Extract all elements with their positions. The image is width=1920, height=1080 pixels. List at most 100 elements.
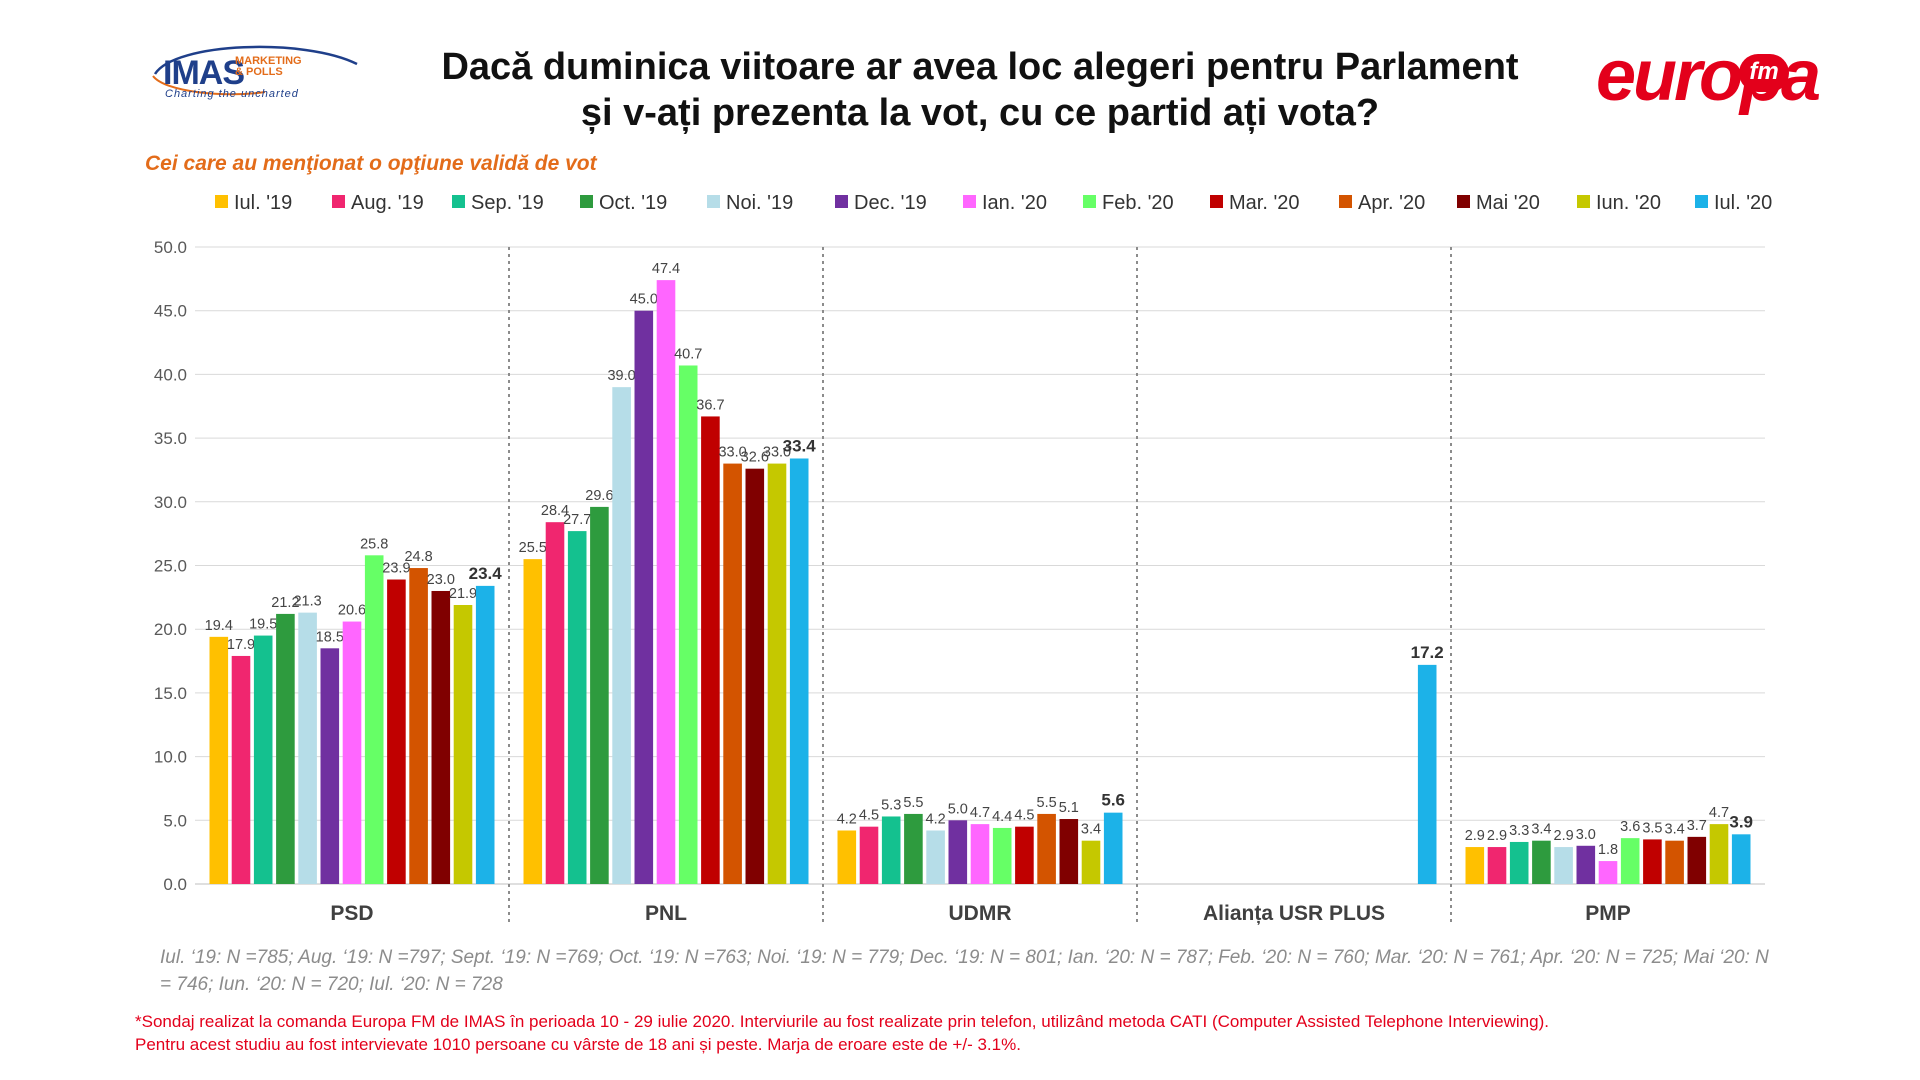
bar bbox=[1015, 826, 1034, 884]
data-label: 5.0 bbox=[948, 801, 968, 817]
title-line-2: și v-ați prezenta la vot, cu ce partid a… bbox=[580, 92, 1380, 134]
data-label: 32.6 bbox=[741, 450, 769, 466]
fm-badge: fm bbox=[1739, 54, 1789, 92]
y-tick-label: 40.0 bbox=[154, 365, 187, 384]
data-label: 23.0 bbox=[427, 572, 455, 588]
sample-size-note: Iul. ‘19: N =785; Aug. ‘19: N =797; Sept… bbox=[160, 947, 1769, 995]
data-label: 3.0 bbox=[1576, 827, 1596, 843]
y-tick-label: 10.0 bbox=[154, 748, 187, 767]
data-label: 21.3 bbox=[293, 594, 321, 610]
bar bbox=[364, 555, 384, 884]
data-label: 4.2 bbox=[837, 811, 857, 827]
category-label: UDMR bbox=[949, 902, 1012, 925]
data-label: 5.1 bbox=[1059, 800, 1079, 816]
bar bbox=[1509, 841, 1529, 884]
legend-item: Dec. '19 bbox=[835, 192, 927, 215]
data-label: 36.7 bbox=[696, 397, 724, 413]
data-label: 3.4 bbox=[1531, 822, 1551, 838]
footer-line-1: *Sondaj realizat la comanda Europa FM de… bbox=[135, 1012, 1549, 1031]
bar bbox=[1103, 812, 1123, 884]
data-label: 2.9 bbox=[1554, 828, 1574, 844]
legend-label: Noi. '19 bbox=[726, 192, 794, 214]
legend-swatch bbox=[1083, 195, 1096, 208]
bar bbox=[453, 604, 473, 884]
y-tick-label: 0.0 bbox=[163, 875, 187, 894]
bar bbox=[1731, 834, 1751, 884]
legend-item: Iul. '20 bbox=[1695, 192, 1772, 215]
legend-swatch bbox=[215, 195, 228, 208]
chart-legend: Iul. '19 Aug. '19 Sep. '19 Oct. '19 Noi. '19… bbox=[215, 192, 1795, 220]
bar bbox=[523, 559, 543, 884]
bar bbox=[1465, 847, 1485, 884]
bar bbox=[431, 590, 451, 884]
bar bbox=[634, 310, 654, 884]
data-label: 28.4 bbox=[541, 503, 569, 519]
data-label: 25.5 bbox=[519, 540, 547, 556]
data-label: 3.3 bbox=[1509, 823, 1529, 839]
data-label: 17.9 bbox=[227, 637, 255, 653]
legend-item: Noi. '19 bbox=[707, 192, 793, 215]
legend-label: Dec. '19 bbox=[854, 192, 927, 214]
bar bbox=[767, 463, 787, 884]
y-tick-label: 30.0 bbox=[154, 493, 187, 512]
data-label: 19.5 bbox=[249, 617, 277, 633]
imas-logo: IMAS MARKETING & POLLS Charting the unch… bbox=[135, 42, 375, 102]
data-label: 4.7 bbox=[970, 805, 990, 821]
legend-swatch bbox=[1339, 195, 1352, 208]
legend-label: Aug. '19 bbox=[351, 192, 424, 214]
legend-label: Iul. '19 bbox=[234, 192, 293, 214]
legend-item: Mar. '20 bbox=[1210, 192, 1300, 215]
data-label: 18.5 bbox=[316, 629, 344, 645]
title-line-1: Dacă duminica viitoare ar avea loc alege… bbox=[441, 46, 1519, 88]
category-label: PSD bbox=[330, 902, 373, 925]
bar bbox=[1417, 664, 1437, 884]
data-label: 3.7 bbox=[1687, 818, 1707, 834]
imas-swoosh-icon bbox=[152, 45, 358, 96]
data-label: 3.4 bbox=[1665, 822, 1685, 838]
data-label: 33.0 bbox=[718, 445, 746, 461]
bar bbox=[590, 506, 609, 884]
data-label: 4.7 bbox=[1709, 805, 1729, 821]
data-label: 4.2 bbox=[926, 811, 946, 827]
category-label: PNL bbox=[645, 902, 687, 925]
bar bbox=[567, 531, 587, 884]
legend-label: Mar. '20 bbox=[1229, 192, 1300, 214]
legend-label: Ian. '20 bbox=[982, 192, 1047, 214]
data-label: 3.6 bbox=[1620, 819, 1640, 835]
data-label: 3.4 bbox=[1081, 822, 1101, 838]
bar bbox=[612, 387, 631, 884]
data-label: 21.9 bbox=[449, 586, 477, 602]
legend-swatch bbox=[1210, 195, 1223, 208]
chart-title: Dacă duminica viitoare ar avea loc alege… bbox=[360, 44, 1600, 136]
legend-label: Feb. '20 bbox=[1102, 192, 1174, 214]
bar bbox=[342, 621, 362, 884]
data-label: 4.5 bbox=[1014, 808, 1034, 824]
data-label: 3.5 bbox=[1642, 820, 1662, 836]
bar bbox=[545, 522, 565, 884]
legend-item: Oct. '19 bbox=[580, 192, 667, 215]
data-label: 39.0 bbox=[607, 368, 635, 384]
data-label: 5.5 bbox=[903, 795, 923, 811]
legend-item: Aug. '19 bbox=[332, 192, 424, 215]
data-label: 33.4 bbox=[783, 436, 817, 455]
bar bbox=[1554, 847, 1573, 884]
legend-swatch bbox=[580, 195, 593, 208]
legend-swatch bbox=[1457, 195, 1470, 208]
bar bbox=[276, 613, 295, 884]
data-label: 1.8 bbox=[1598, 842, 1618, 858]
legend-item: Sep. '19 bbox=[452, 192, 544, 215]
bar bbox=[231, 655, 251, 884]
bar bbox=[1059, 819, 1079, 884]
bar bbox=[948, 820, 968, 884]
legend-item: Mai '20 bbox=[1457, 192, 1540, 215]
data-label: 21.2 bbox=[271, 595, 299, 611]
bar bbox=[1532, 840, 1551, 884]
legend-label: Sep. '19 bbox=[471, 192, 544, 214]
legend-label: Oct. '19 bbox=[599, 192, 668, 214]
data-label: 5.3 bbox=[881, 797, 901, 813]
data-label: 4.5 bbox=[859, 808, 879, 824]
bar bbox=[992, 827, 1012, 884]
data-label: 47.4 bbox=[652, 261, 680, 277]
data-label: 17.2 bbox=[1411, 643, 1444, 662]
data-label: 40.7 bbox=[674, 346, 702, 362]
